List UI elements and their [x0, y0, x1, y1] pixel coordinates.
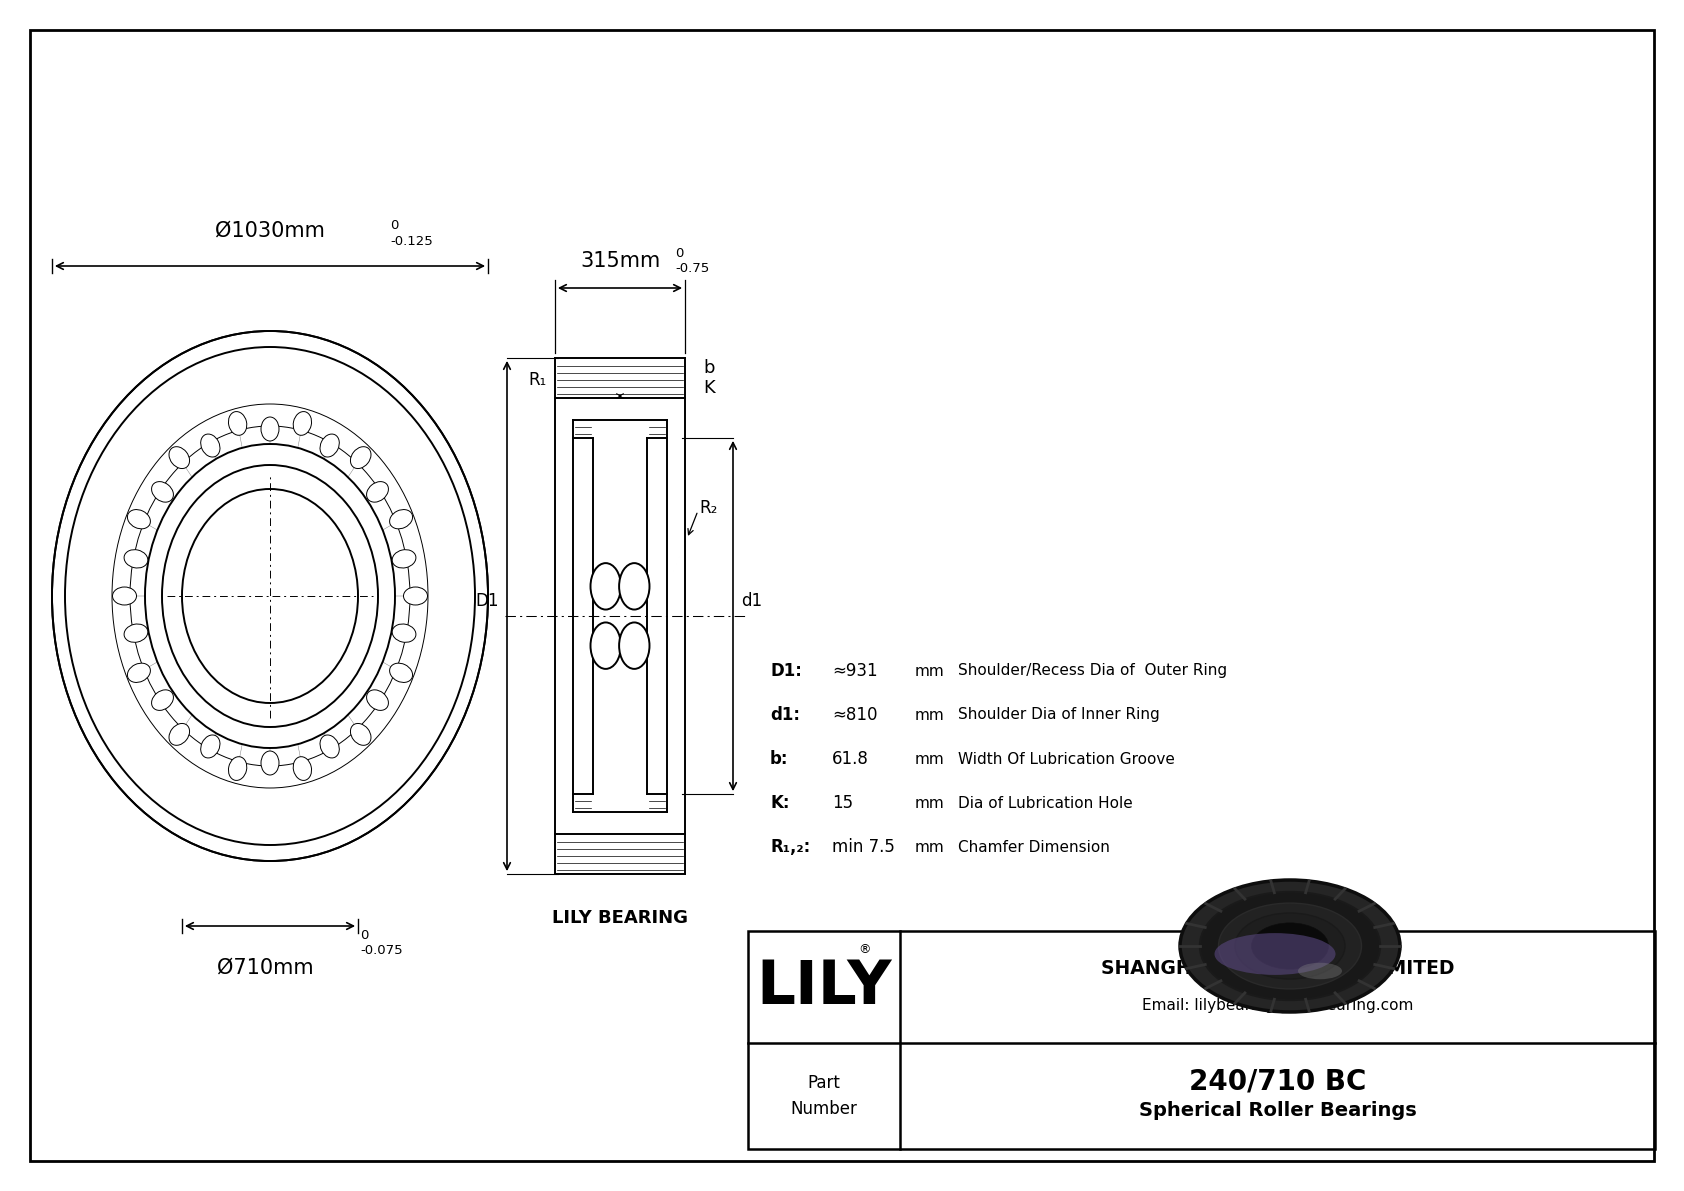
Ellipse shape	[367, 481, 389, 503]
Ellipse shape	[229, 756, 248, 780]
Ellipse shape	[1199, 892, 1381, 1000]
Ellipse shape	[1298, 962, 1342, 979]
Text: ®: ®	[859, 943, 871, 956]
Ellipse shape	[261, 417, 280, 441]
Text: mm: mm	[914, 663, 945, 679]
Text: D1:: D1:	[770, 662, 802, 680]
Text: 240/710 BC: 240/710 BC	[1189, 1067, 1366, 1095]
Bar	[748, 931, 1655, 1149]
Ellipse shape	[1180, 880, 1399, 1012]
Text: 15: 15	[832, 794, 854, 812]
Text: 0: 0	[675, 247, 684, 260]
Ellipse shape	[128, 663, 150, 682]
Ellipse shape	[591, 563, 621, 610]
Text: mm: mm	[914, 752, 945, 767]
Text: -0.125: -0.125	[391, 235, 433, 248]
Text: b:: b:	[770, 750, 788, 768]
Ellipse shape	[1214, 933, 1335, 975]
Ellipse shape	[389, 510, 413, 529]
Ellipse shape	[52, 331, 488, 861]
Ellipse shape	[293, 412, 312, 435]
Text: Spherical Roller Bearings: Spherical Roller Bearings	[1138, 1102, 1416, 1121]
Text: Ø710mm: Ø710mm	[217, 958, 313, 978]
Ellipse shape	[392, 624, 416, 642]
Ellipse shape	[168, 723, 190, 746]
Ellipse shape	[1251, 923, 1329, 969]
Ellipse shape	[152, 481, 173, 503]
Text: R₁: R₁	[529, 370, 547, 389]
Ellipse shape	[350, 447, 370, 468]
Text: Email: lilybearing@lily-bearing.com: Email: lilybearing@lily-bearing.com	[1142, 997, 1413, 1012]
Ellipse shape	[1180, 880, 1399, 1012]
Ellipse shape	[229, 412, 248, 435]
Ellipse shape	[591, 623, 621, 669]
Text: K: K	[702, 379, 714, 397]
Text: Part
Number: Part Number	[790, 1074, 857, 1118]
Ellipse shape	[125, 624, 148, 642]
Text: mm: mm	[914, 840, 945, 854]
Text: R₂: R₂	[699, 499, 717, 517]
Text: -0.075: -0.075	[360, 944, 402, 958]
Text: d1: d1	[741, 592, 763, 610]
Text: K:: K:	[770, 794, 790, 812]
Text: Ø1030mm: Ø1030mm	[216, 222, 325, 241]
Text: min 7.5: min 7.5	[832, 838, 894, 856]
Text: mm: mm	[914, 707, 945, 723]
Ellipse shape	[620, 563, 650, 610]
Text: mm: mm	[914, 796, 945, 811]
Text: ≈810: ≈810	[832, 706, 877, 724]
Ellipse shape	[200, 434, 221, 457]
Text: 61.8: 61.8	[832, 750, 869, 768]
Ellipse shape	[128, 510, 150, 529]
Ellipse shape	[620, 623, 650, 669]
Ellipse shape	[125, 550, 148, 568]
Ellipse shape	[389, 663, 413, 682]
Ellipse shape	[320, 434, 338, 457]
Text: d1:: d1:	[770, 706, 800, 724]
Text: R₁,₂:: R₁,₂:	[770, 838, 810, 856]
Text: Chamfer Dimension: Chamfer Dimension	[958, 840, 1110, 854]
Text: Dia of Lubrication Hole: Dia of Lubrication Hole	[958, 796, 1133, 811]
Text: Shoulder/Recess Dia of  Outer Ring: Shoulder/Recess Dia of Outer Ring	[958, 663, 1228, 679]
Ellipse shape	[261, 752, 280, 775]
Ellipse shape	[168, 447, 190, 468]
Text: 0: 0	[360, 929, 369, 942]
Text: b: b	[702, 358, 714, 378]
Text: 0: 0	[391, 219, 399, 232]
Ellipse shape	[404, 587, 428, 605]
Ellipse shape	[367, 690, 389, 710]
Ellipse shape	[293, 756, 312, 780]
Text: D1: D1	[475, 592, 498, 610]
Ellipse shape	[1234, 913, 1346, 979]
Text: Width Of Lubrication Groove: Width Of Lubrication Groove	[958, 752, 1175, 767]
Text: LILY BEARING: LILY BEARING	[552, 909, 689, 927]
Ellipse shape	[113, 587, 136, 605]
Ellipse shape	[392, 550, 416, 568]
Text: Shoulder Dia of Inner Ring: Shoulder Dia of Inner Ring	[958, 707, 1160, 723]
Text: LILY: LILY	[756, 958, 893, 1016]
Ellipse shape	[350, 723, 370, 746]
Ellipse shape	[152, 690, 173, 710]
Ellipse shape	[320, 735, 338, 757]
Text: ≈931: ≈931	[832, 662, 877, 680]
Ellipse shape	[1219, 903, 1361, 989]
Text: -0.75: -0.75	[675, 262, 709, 275]
Text: 315mm: 315mm	[579, 251, 660, 272]
Ellipse shape	[200, 735, 221, 757]
Text: SHANGHAI LILY BEARING LIMITED: SHANGHAI LILY BEARING LIMITED	[1101, 960, 1455, 979]
